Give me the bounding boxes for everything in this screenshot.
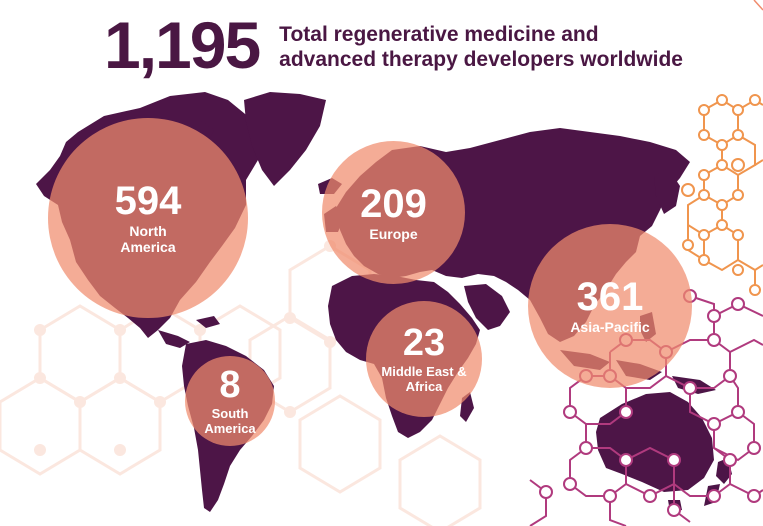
region-bubble-south-america: 8 South America [185,356,275,446]
region-bubble-north-america: 594 North America [48,118,248,318]
region-count: 594 [114,179,182,223]
region-bubble-europe: 209 Europe [322,141,465,284]
region-bubble-middle-east-africa: 23 Middle East & Africa [366,301,482,417]
region-bubble-asia-pacific: 361 Asia-Pacific [528,224,692,388]
region-label: South America [204,406,256,436]
total-developers-count: 1,195 [104,8,261,82]
region-label: Middle East & Africa [381,364,467,394]
region-label: North America [120,223,176,255]
region-count: 361 [576,275,644,319]
region-label: Europe [369,225,418,242]
total-developers-description: Total regenerative medicine and advanced… [279,23,683,71]
headline: 1,195 Total regenerative medicine and ad… [104,12,699,78]
region-label: Asia-Pacific [570,319,650,335]
region-count: 23 [402,322,446,364]
corner-accent-line [753,0,763,11]
region-count: 209 [360,181,427,226]
region-count: 8 [219,364,241,406]
